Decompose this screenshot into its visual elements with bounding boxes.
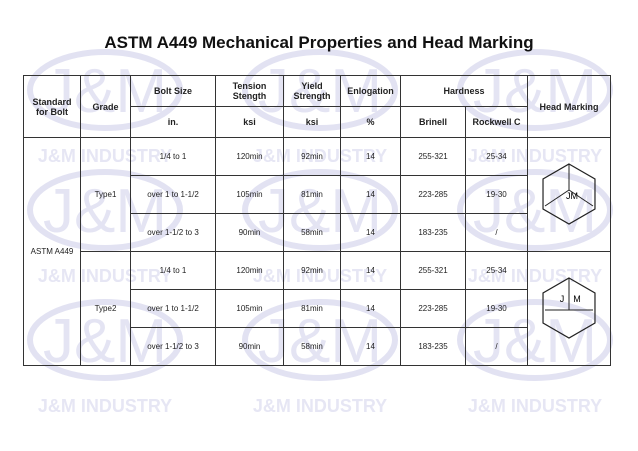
table-row: ASTM A449 Type1 1/4 to 1 120min 92min 14 255-3…: [23, 137, 611, 366]
data-cell: 19-30: [465, 289, 528, 328]
table-row: over 1 to 1-1/2 105min 81min 14 223-285 19-30: [24, 175, 611, 214]
header-cell: Brinell: [400, 106, 466, 138]
header-cell: Bolt Size: [130, 75, 216, 107]
data-cell: 14: [340, 251, 401, 290]
header-cell: Tension Stength: [215, 75, 284, 107]
header-cell: Yield Strength: [283, 75, 341, 107]
table-row: over 1-1/2 to 3 90min 58min 14 183-235/: [24, 327, 611, 366]
data-cell: 255-321: [400, 251, 466, 290]
watermark-text: J&M INDUSTRY: [468, 396, 602, 416]
data-cell: 1/4 to 1: [130, 251, 216, 290]
data-cell: 105min: [215, 289, 284, 328]
grade-cell: Type1: [80, 137, 131, 252]
data-cell: 90min: [215, 327, 284, 366]
marking-text: J: [560, 294, 565, 304]
header-cell: in.: [130, 106, 216, 138]
table-row: over 1-1/2 to 3 90min 58min 14 183-235/: [24, 213, 611, 252]
properties-table: Standard for Bolt Grade Bolt Size Tensio…: [23, 75, 611, 366]
header-cell: %: [340, 106, 401, 138]
watermark-text: J&M INDUSTRY: [253, 396, 387, 416]
marking-text: M: [573, 294, 581, 304]
data-cell: 19-30: [465, 175, 528, 214]
data-cell: over 1-1/2 to 3: [130, 213, 216, 252]
table-row: Type2 1/4 to 1 120min 92min 14 255-321 25-34 J M: [24, 251, 611, 366]
marking-text: JM: [566, 191, 578, 201]
data-cell: 223-285: [400, 175, 466, 214]
data-cell: 120min: [215, 137, 284, 176]
data-cell: 81min: [283, 175, 341, 214]
data-cell: 92min: [283, 137, 341, 176]
grade-cell: Type2: [80, 251, 131, 366]
header-cell: Grade: [80, 75, 131, 138]
header-cell: Standard for Bolt: [23, 75, 81, 138]
data-cell: 255-321: [400, 137, 466, 176]
data-cell: 120min: [215, 251, 284, 290]
watermark-text: J&M INDUSTRY: [38, 396, 172, 416]
data-cell: over 1 to 1-1/2: [130, 289, 216, 328]
data-cell: 14: [340, 213, 401, 252]
data-cell: 25-34: [465, 137, 528, 176]
data-cell: /: [465, 213, 528, 252]
data-cell: 14: [340, 137, 401, 176]
data-cell: 81min: [283, 289, 341, 328]
data-cell: 90min: [215, 213, 284, 252]
data-cell: over 1-1/2 to 3: [130, 327, 216, 366]
header-cell: ksi: [283, 106, 341, 138]
marking-line: [568, 189, 594, 206]
title: ASTM A449 Mechanical Properties and Head…: [104, 33, 534, 52]
data-cell: 183-235: [400, 213, 466, 252]
hexagon: [542, 276, 596, 339]
data-cell: 58min: [283, 213, 341, 252]
table-row: over 1 to 1-1/2 105min 81min 14 223-285 19-30: [24, 289, 611, 328]
data-cell: 183-235: [400, 327, 466, 366]
data-cell: /: [465, 327, 528, 366]
data-cell: 14: [340, 327, 401, 366]
data-cell: 25-34: [465, 251, 528, 290]
data-cell: 14: [340, 175, 401, 214]
mark: JM: [527, 137, 611, 252]
data-cell: over 1 to 1-1/2: [130, 175, 216, 214]
data-cell: 92min: [283, 251, 341, 290]
marking-line: [544, 189, 570, 206]
data-cell: 58min: [283, 327, 341, 366]
data-cell: 223-285: [400, 289, 466, 328]
header-cell: Enlogation: [340, 75, 401, 107]
header-cell: Hardness: [400, 75, 528, 107]
data-cell: 14: [340, 289, 401, 328]
header-cell: ksi: [215, 106, 284, 138]
header-cell: Head Marking: [527, 75, 611, 138]
header-cell: Rockwell C: [465, 106, 528, 138]
data-cell: 1/4 to 1: [130, 137, 216, 176]
hexagon: [542, 162, 596, 225]
standard-cell: ASTM A449: [23, 137, 81, 366]
head-marking: JM: [542, 162, 596, 225]
data-cell: 105min: [215, 175, 284, 214]
